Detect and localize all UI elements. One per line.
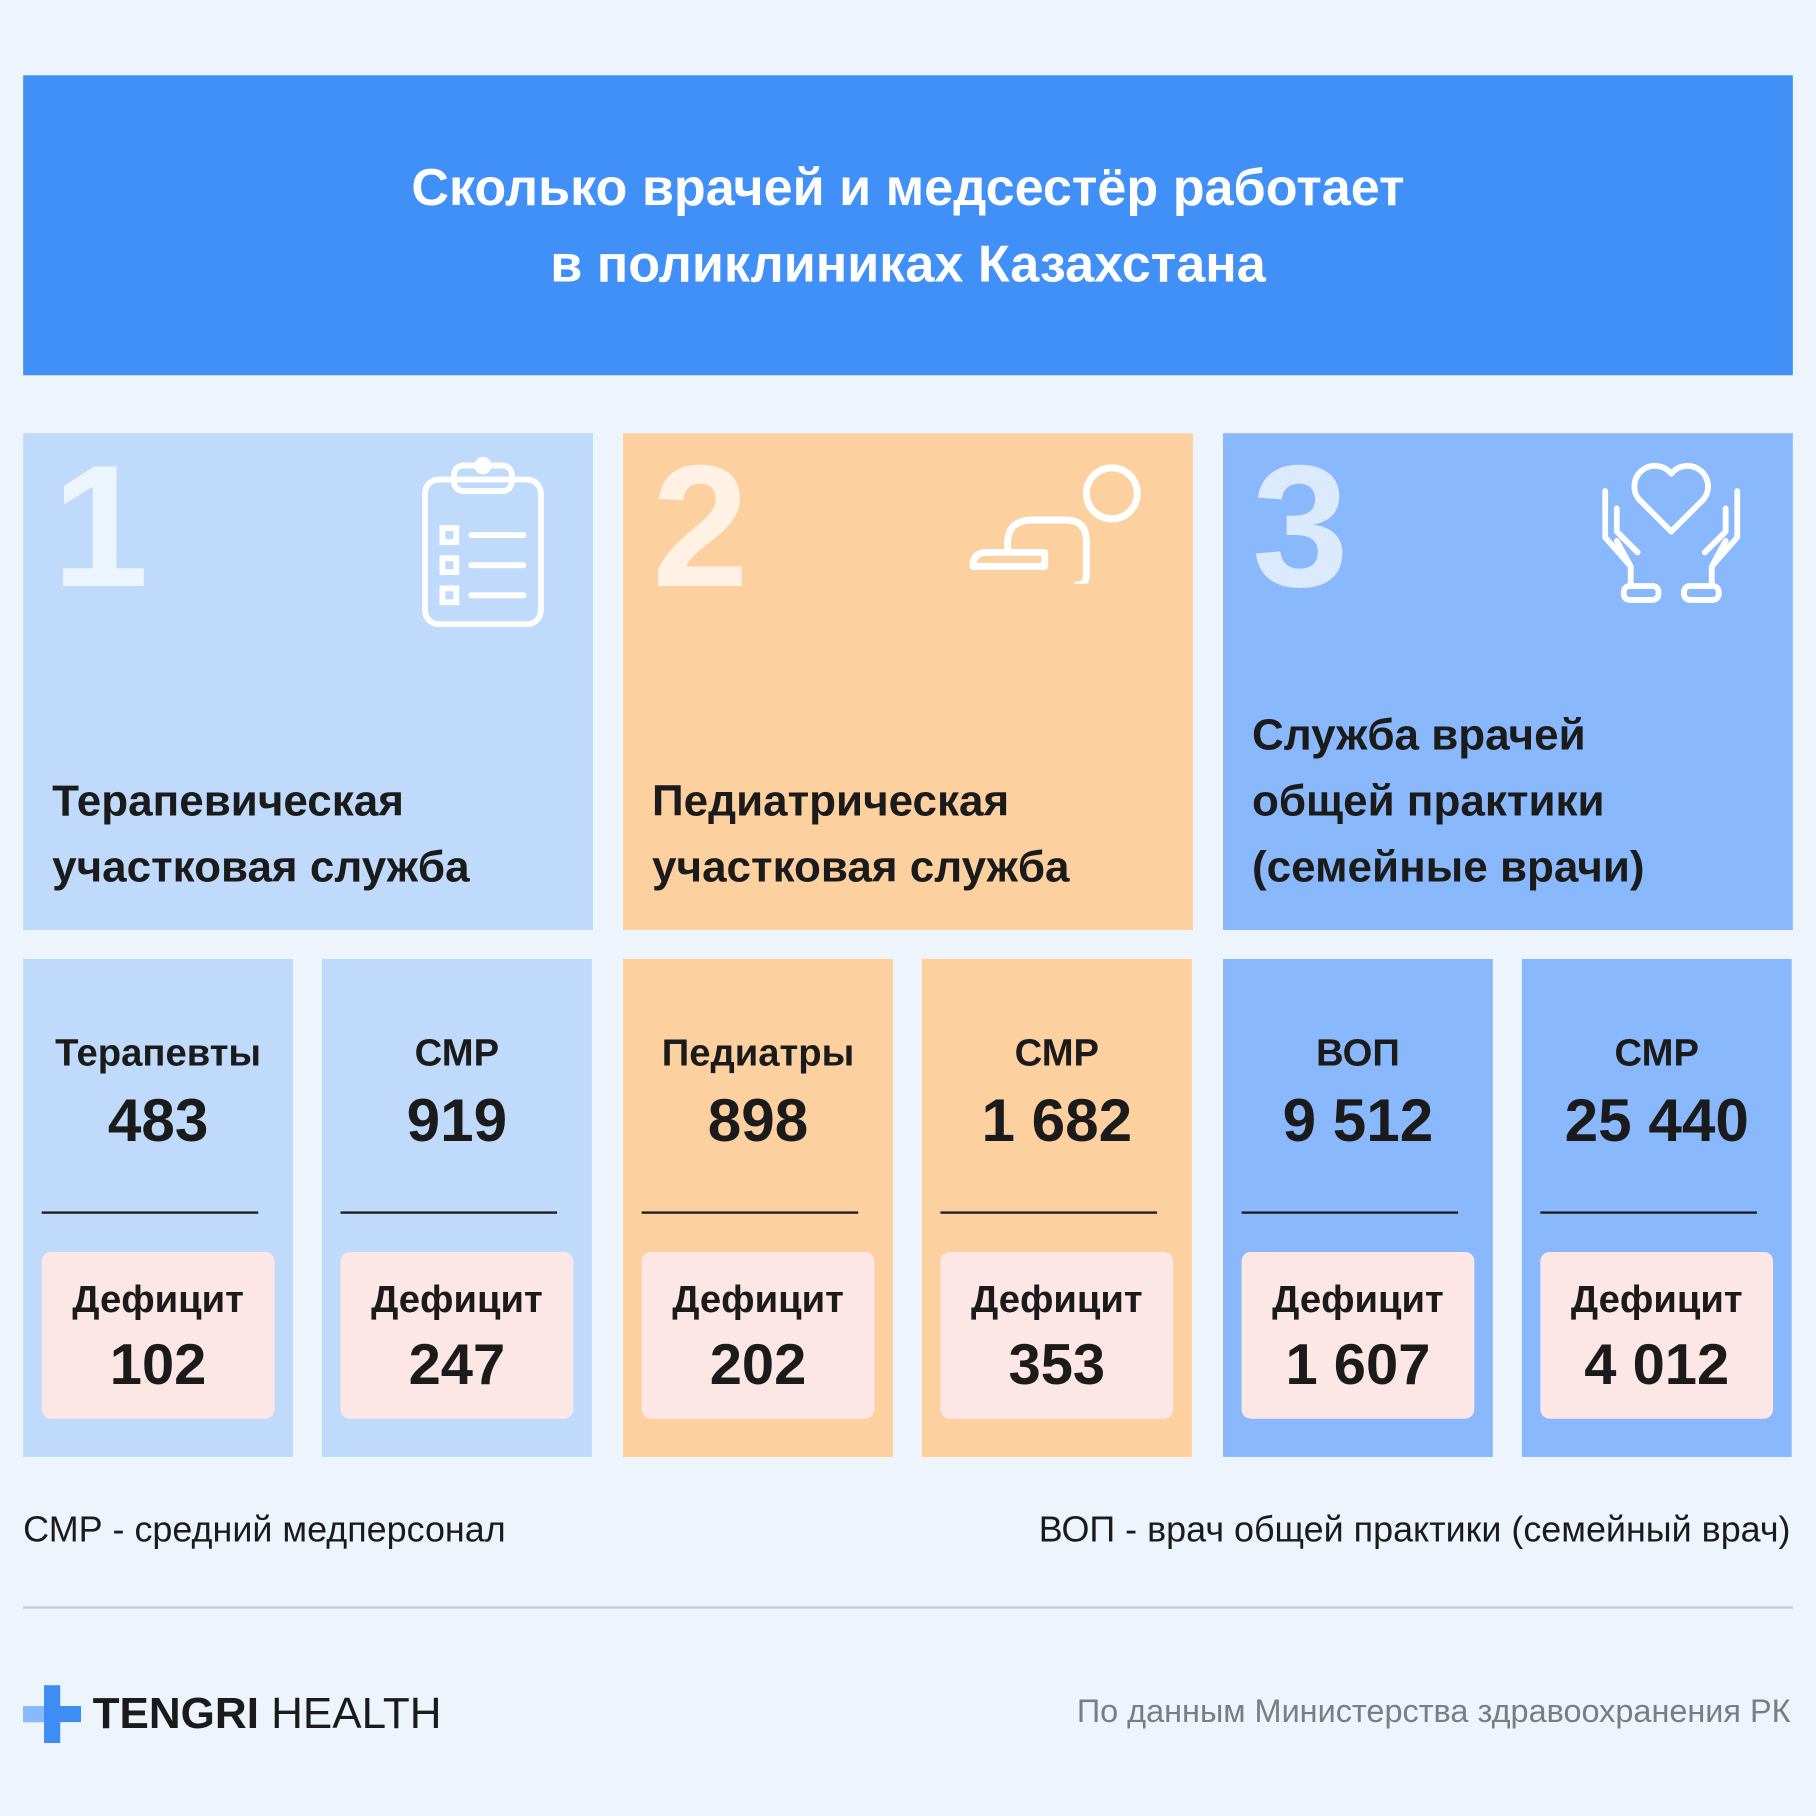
stat-card: Педиатры 898 Дефицит 202	[623, 958, 893, 1457]
section-title: Служба врачей общей практики (семейные вра…	[1252, 703, 1645, 901]
section-icon	[1596, 456, 1747, 612]
stat-value: 9 512	[1282, 1087, 1434, 1155]
title-line: Сколько врачей и медсестёр работает	[411, 156, 1405, 216]
section-card: 3 Служба врачей общей практики (семейные вр…	[1223, 428, 1793, 931]
deficit-box: Дефицит 4 012	[1540, 1251, 1774, 1419]
deficit-box: Дефицит 353	[940, 1251, 1174, 1419]
section-number: 2	[652, 428, 749, 624]
title-line: в поликлиниках Казахстана	[550, 233, 1266, 293]
logo-bold: TENGRI	[92, 1689, 259, 1738]
deficit-value: 1 607	[1285, 1331, 1431, 1397]
stat-card: ВОП 9 512 Дефицит 1 607	[1223, 958, 1493, 1457]
deficit-label: Дефицит	[1570, 1277, 1743, 1321]
section-icon	[419, 456, 546, 636]
divider	[641, 1211, 859, 1214]
logo-icon	[23, 1685, 82, 1744]
divider	[940, 1211, 1158, 1214]
divider	[340, 1211, 558, 1214]
deficit-label: Дефицит	[1272, 1277, 1444, 1321]
source: По данным Министерства здравоохранения Р…	[1076, 1693, 1791, 1730]
deficit-value: 202	[709, 1331, 807, 1397]
section-title-line: Служба врачей	[1251, 711, 1586, 760]
deficit-box: Дефицит 102	[41, 1251, 275, 1419]
section-title: Терапевическая участковая служба	[52, 769, 469, 901]
section-icon	[961, 456, 1146, 589]
logo: TENGRI HEALTH	[23, 1685, 442, 1744]
deficit-box: Дефицит 1 607	[1241, 1251, 1475, 1419]
section-number: 3	[1251, 428, 1349, 624]
section-card: 1 Терапевическая участковая служба	[23, 428, 593, 931]
section-title-line: Терапевическая	[52, 777, 404, 826]
stat-label: ВОП	[1316, 1030, 1400, 1074]
deficit-label: Дефицит	[371, 1277, 543, 1321]
deficit-box: Дефицит 202	[641, 1251, 875, 1419]
footnote: ВОП - врач общей практики (семейный врач…	[1038, 1509, 1791, 1550]
stat-card: СМР 25 440 Дефицит 4 012	[1521, 958, 1792, 1457]
stat-card: Терапевты 483 Дефицит 102	[23, 958, 294, 1457]
stat-value: 25 440	[1564, 1087, 1749, 1155]
section-title-line: участковая служба	[52, 843, 470, 892]
deficit-value: 102	[109, 1331, 207, 1397]
deficit-label: Дефицит	[971, 1277, 1143, 1321]
divider	[1540, 1211, 1757, 1214]
stat-label: СМР	[1014, 1030, 1100, 1074]
header: Сколько врачей и медсестёр работает в по…	[23, 75, 1793, 376]
deficit-value: 247	[408, 1331, 506, 1397]
stat-label: СМР	[414, 1030, 500, 1074]
divider	[41, 1211, 259, 1214]
section-title: Педиатрическая участковая служба	[652, 769, 1069, 901]
section-number: 1	[52, 428, 149, 624]
section-title-line: общей практики	[1251, 777, 1605, 826]
divider	[1241, 1211, 1459, 1214]
section-title-line: Педиатрическая	[652, 777, 1010, 826]
deficit-value: 4 012	[1584, 1331, 1730, 1397]
deficit-value: 353	[1008, 1331, 1106, 1397]
stat-card: СМР 1 682 Дефицит 353	[921, 958, 1192, 1457]
stat-value: 1 682	[981, 1087, 1133, 1155]
stat-label: Педиатры	[661, 1030, 855, 1074]
section-title-line: (семейные врачи)	[1251, 843, 1645, 892]
separator	[23, 1606, 1793, 1609]
stat-label: Терапевты	[55, 1030, 262, 1074]
deficit-label: Дефицит	[72, 1277, 244, 1321]
stat-card: СМР 919 Дефицит 247	[321, 958, 592, 1457]
deficit-box: Дефицит 247	[340, 1251, 574, 1419]
section-card: 2 Педиатрическая участковая служба	[623, 428, 1193, 931]
deficit-label: Дефицит	[672, 1277, 844, 1321]
stat-label: СМР	[1614, 1030, 1699, 1074]
stat-value: 898	[707, 1087, 809, 1155]
logo-light: HEALTH	[271, 1689, 442, 1738]
stat-value: 919	[406, 1087, 508, 1155]
footnote: СМР - средний медперсонал	[23, 1509, 506, 1550]
stat-value: 483	[107, 1087, 209, 1155]
section-title-line: участковая служба	[652, 843, 1070, 892]
